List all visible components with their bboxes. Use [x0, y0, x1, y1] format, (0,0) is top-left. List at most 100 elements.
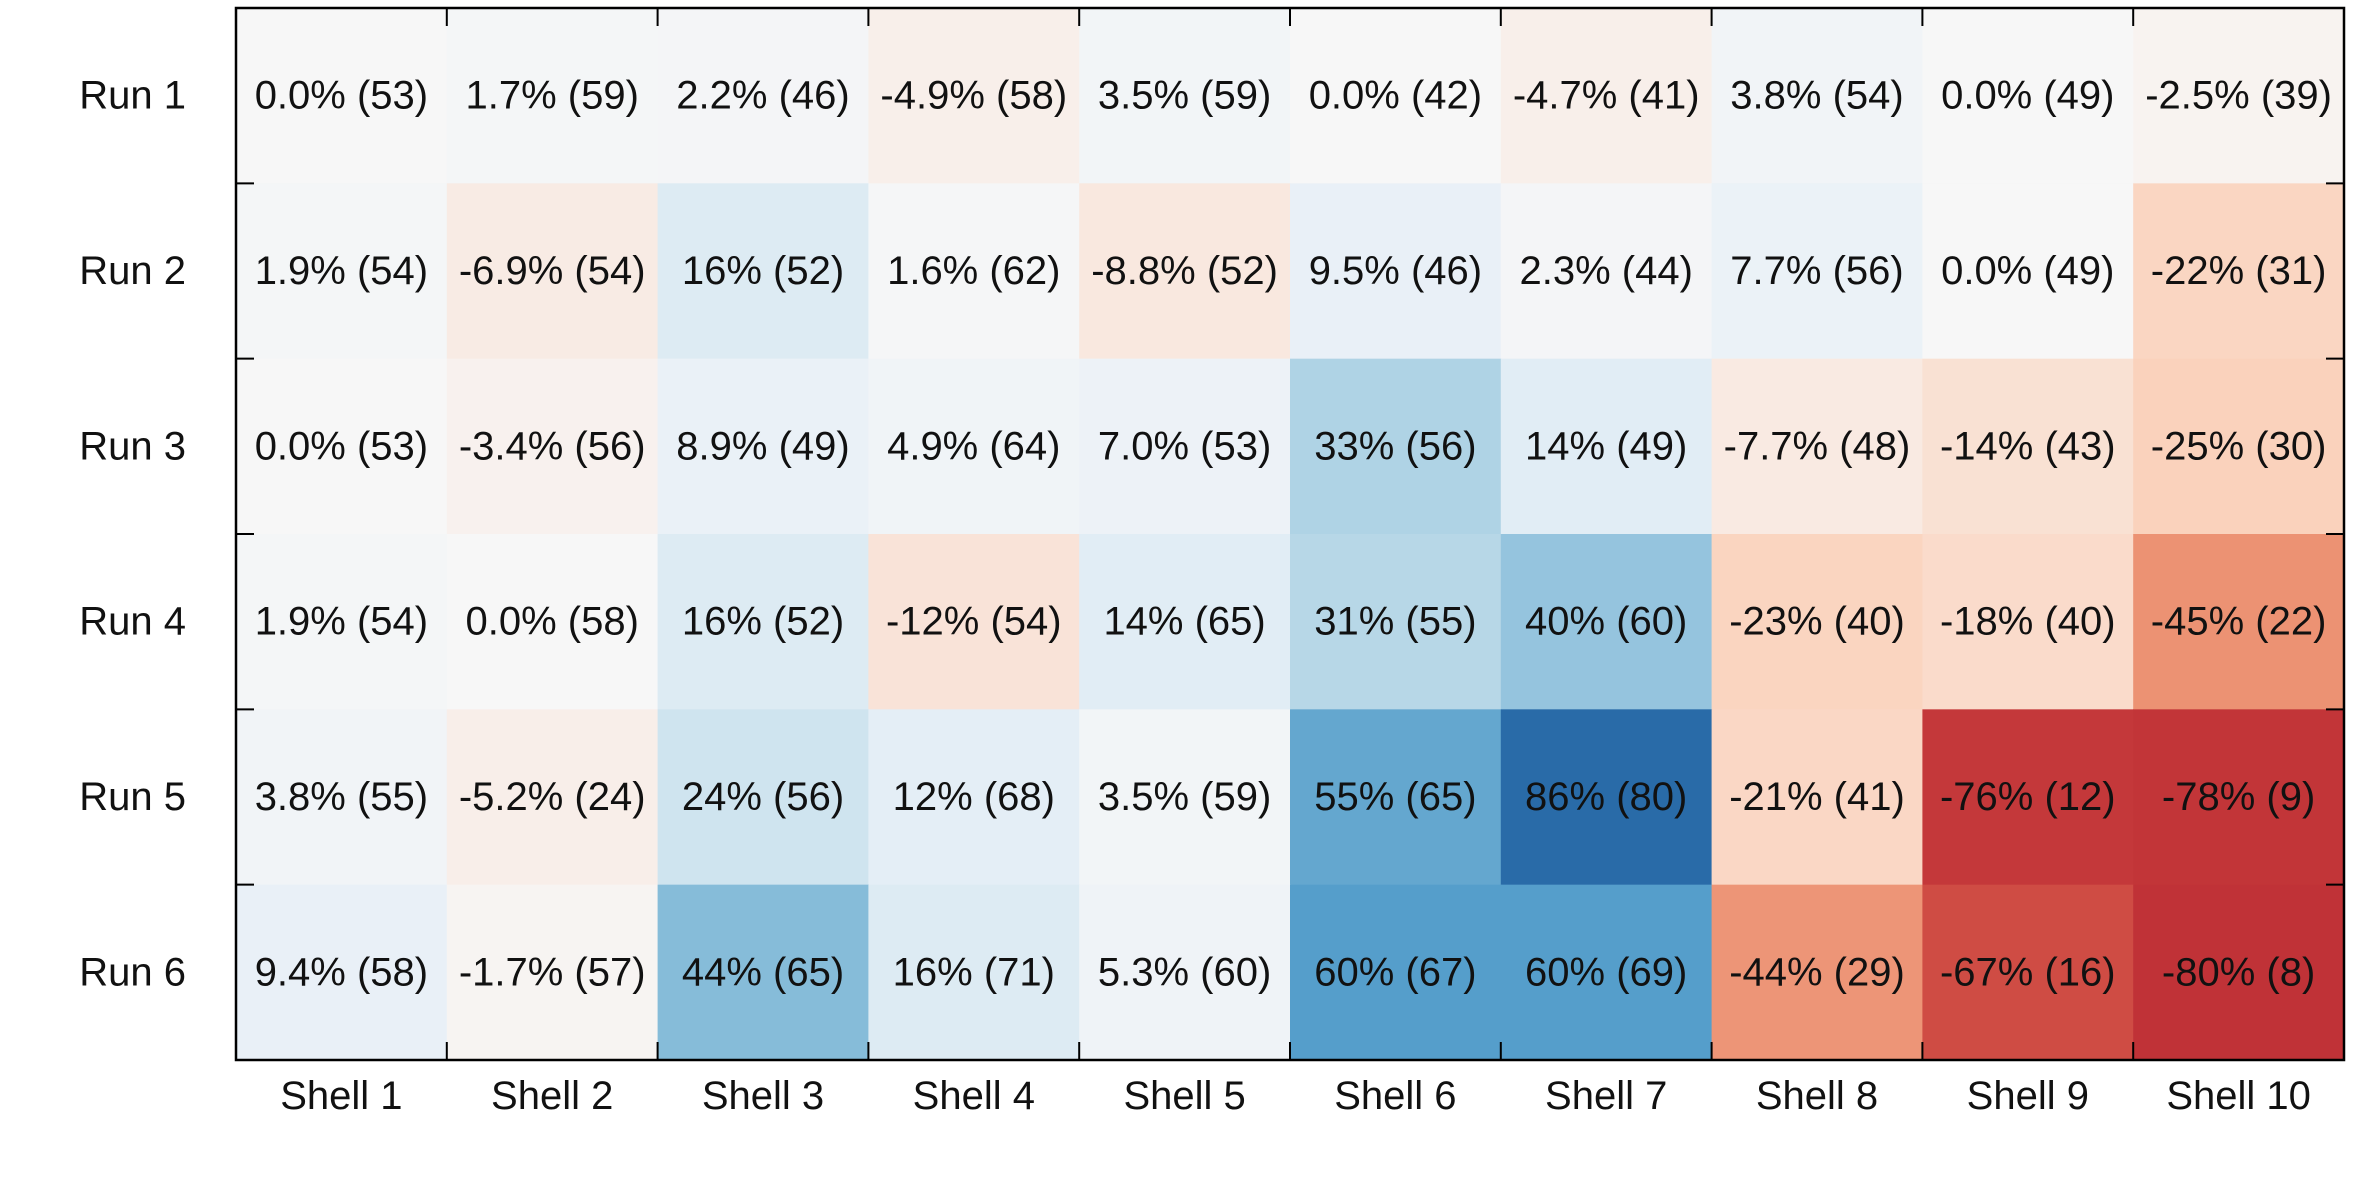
heatmap-cell — [236, 534, 448, 710]
heatmap-cell-label: -4.9% (58) — [880, 74, 1067, 118]
heatmap-cell-label: -12% (54) — [886, 600, 1062, 644]
heatmap-cell — [868, 358, 1080, 535]
heatmap-cell — [236, 358, 448, 535]
heatmap-cell — [1711, 709, 1923, 886]
x-tick-label: Shell 6 — [1334, 1074, 1456, 1118]
heatmap-cell — [446, 358, 659, 535]
x-tick-label: Shell 10 — [2166, 1074, 2311, 1118]
heatmap-cell-label: 86% (80) — [1525, 775, 1687, 819]
heatmap-cell-label: 16% (52) — [682, 249, 844, 293]
heatmap-cell-label: 0.0% (42) — [1309, 74, 1482, 118]
heatmap-cell-label: -21% (41) — [1729, 775, 1905, 819]
heatmap-cell-label: 44% (65) — [682, 950, 844, 994]
heatmap-cell — [2133, 183, 2345, 360]
heatmap-cell-label: -78% (9) — [2162, 775, 2315, 819]
heatmap-cell-label: 0.0% (53) — [255, 74, 428, 118]
heatmap-cell — [2133, 884, 2345, 1061]
heatmap-cell — [1290, 534, 1502, 710]
heatmap-cell — [236, 709, 448, 886]
heatmap-cell-labels: 0.0% (53) 1.7% (59) 2.2% (46) -4.9% (58) 3.5… — [255, 74, 2332, 995]
heatmap-cell — [657, 534, 869, 710]
heatmap-cell-label: 5.3% (60) — [1098, 950, 1271, 994]
heatmap-cell — [236, 884, 448, 1061]
axis-ticks — [236, 8, 2344, 1060]
y-axis-tick-labels: Run 1 Run 2 Run 3 Run 4 Run 5 Run 6 — [79, 74, 186, 995]
heatmap-cell-label: -4.7% (41) — [1513, 74, 1700, 118]
heatmap-cell — [446, 709, 659, 886]
heatmap-cell-label: 14% (65) — [1103, 600, 1265, 644]
heatmap-cell-label: -80% (8) — [2162, 950, 2315, 994]
heatmap-cell — [1079, 534, 1291, 710]
heatmap-cell-label: 0.0% (49) — [1941, 74, 2114, 118]
heatmap-cell — [657, 358, 869, 535]
heatmap-cell-label: 60% (67) — [1314, 950, 1476, 994]
heatmap-cell — [1711, 884, 1923, 1061]
heatmap-cell — [446, 183, 659, 360]
heatmap-cell-label: 55% (65) — [1314, 775, 1476, 819]
heatmap-cell — [657, 709, 869, 886]
heatmap-cell — [1500, 358, 1713, 535]
heatmap-cell — [446, 534, 659, 710]
heatmap-cell — [236, 8, 448, 184]
heatmap-cell-label: -3.4% (56) — [459, 424, 646, 468]
heatmap-cell-label: -1.7% (57) — [459, 950, 646, 994]
heatmap-cell-label: 1.9% (54) — [255, 249, 428, 293]
heatmap-cell — [1500, 8, 1713, 184]
x-tick-label: Shell 2 — [491, 1074, 613, 1118]
heatmap-cell-label: 31% (55) — [1314, 600, 1476, 644]
heatmap-cell-label: 7.7% (56) — [1730, 249, 1903, 293]
heatmap-cell-label: 12% (68) — [893, 775, 1055, 819]
heatmap-cell-label: 9.5% (46) — [1309, 249, 1482, 293]
heatmap-cell-label: 16% (52) — [682, 600, 844, 644]
heatmap-cell-label: 0.0% (49) — [1941, 249, 2114, 293]
heatmap-cell — [1079, 183, 1291, 360]
heatmap-cell-label: -14% (43) — [1940, 424, 2116, 468]
heatmap-cell-label: 3.5% (59) — [1098, 74, 1271, 118]
x-tick-label: Shell 4 — [913, 1074, 1035, 1118]
heatmap-cell-label: 33% (56) — [1314, 424, 1476, 468]
heatmap-cell-label: 24% (56) — [682, 775, 844, 819]
heatmap-cell-label: 3.8% (55) — [255, 775, 428, 819]
heatmap-cells — [236, 8, 2345, 1061]
heatmap-cell — [868, 884, 1080, 1061]
heatmap-cell-label: 60% (69) — [1525, 950, 1687, 994]
y-tick-label: Run 6 — [79, 950, 186, 994]
heatmap-cell-label: 0.0% (58) — [465, 600, 638, 644]
heatmap-cell-label: 4.9% (64) — [887, 424, 1060, 468]
x-tick-label: Shell 5 — [1123, 1074, 1245, 1118]
heatmap-cell — [657, 183, 869, 360]
heatmap-cell-label: -45% (22) — [2151, 600, 2327, 644]
heatmap-cell-label: 2.2% (46) — [676, 74, 849, 118]
heatmap-cell — [446, 884, 659, 1061]
heatmap-cell-label: 0.0% (53) — [255, 424, 428, 468]
heatmap-cell — [2133, 8, 2345, 184]
heatmap-cell — [1500, 884, 1713, 1061]
heatmap-cell-label: 3.5% (59) — [1098, 775, 1271, 819]
heatmap-cell — [868, 534, 1080, 710]
heatmap-cell-label: -25% (30) — [2151, 424, 2327, 468]
heatmap-cell — [2133, 534, 2345, 710]
x-tick-label: Shell 7 — [1545, 1074, 1667, 1118]
heatmap-cell-label: 7.0% (53) — [1098, 424, 1271, 468]
heatmap-cell — [2133, 709, 2345, 886]
heatmap-cell — [1711, 183, 1923, 360]
heatmap-cell-label: 16% (71) — [893, 950, 1055, 994]
heatmap-cell-label: -2.5% (39) — [2145, 74, 2332, 118]
heatmap-cell — [1922, 709, 2134, 886]
heatmap-cell — [1711, 358, 1923, 535]
heatmap-cell — [1711, 8, 1923, 184]
heatmap-cell — [1290, 8, 1502, 184]
y-tick-label: Run 2 — [79, 249, 186, 293]
x-tick-label: Shell 9 — [1967, 1074, 2089, 1118]
heatmap-cell-label: 1.7% (59) — [465, 74, 638, 118]
heatmap-cell — [1922, 884, 2134, 1061]
heatmap-cell-label: -67% (16) — [1940, 950, 2116, 994]
y-tick-label: Run 3 — [79, 424, 186, 468]
heatmap-cell-label: -5.2% (24) — [459, 775, 646, 819]
y-tick-label: Run 4 — [79, 600, 186, 644]
y-tick-label: Run 1 — [79, 74, 186, 118]
heatmap-cell-label: 40% (60) — [1525, 600, 1687, 644]
heatmap-cell — [1079, 358, 1291, 535]
heatmap-cell-label: 1.6% (62) — [887, 249, 1060, 293]
